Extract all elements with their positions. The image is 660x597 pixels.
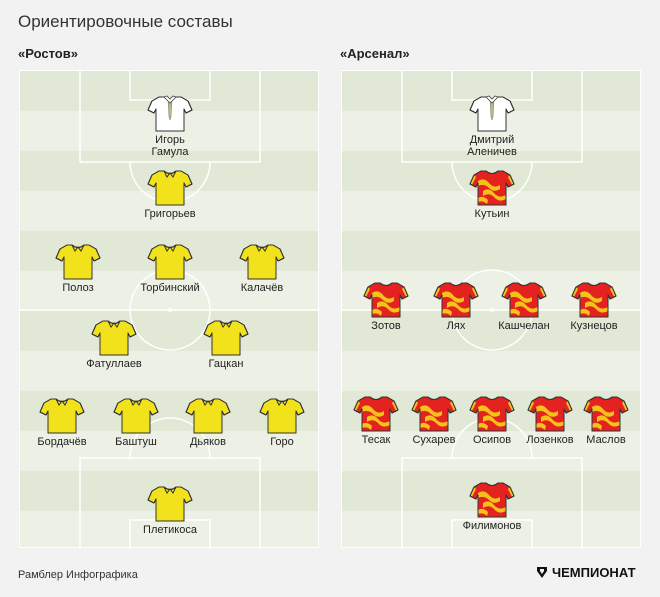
- team-shirt-icon: [500, 395, 600, 433]
- player-arsenal-0: Дмитрий Аленичев: [442, 95, 542, 158]
- player-name: Григорьев: [144, 208, 196, 220]
- player-name: Калачёв: [240, 282, 284, 294]
- referee-shirt-icon: [442, 95, 542, 133]
- team-shirt-icon: [120, 169, 220, 207]
- player-rostov-7: Бордачёв: [12, 397, 112, 448]
- player-name: Дьяков: [189, 436, 227, 448]
- team-shirt-icon: [544, 281, 644, 319]
- player-name: Гацкан: [208, 358, 244, 370]
- footer-brand[interactable]: ЧЕМПИОНАТ: [536, 565, 636, 580]
- team-shirt-icon: [336, 281, 436, 319]
- player-rostov-3: Торбинский: [120, 243, 220, 294]
- team-shirt-icon: [442, 395, 542, 433]
- player-arsenal-1: Кутьин: [442, 169, 542, 220]
- team-shirt-icon: [442, 481, 542, 519]
- team-shirt-icon: [12, 397, 112, 435]
- team-shirt-icon: [326, 395, 426, 433]
- championat-logo-icon: [537, 567, 547, 578]
- player-rostov-2: Полоз: [28, 243, 128, 294]
- player-arsenal-4: Кашчелан: [474, 281, 574, 332]
- player-name: Осипов: [472, 434, 512, 446]
- referee-shirt-icon: [120, 95, 220, 133]
- player-rostov-4: Калачёв: [212, 243, 312, 294]
- player-rostov-0: Игорь Гамула: [120, 95, 220, 158]
- player-arsenal-8: Осипов: [442, 395, 542, 446]
- player-rostov-9: Дьяков: [158, 397, 258, 448]
- pitch-rostov: Игорь Гамула Григорьев Полоз Торбинский Калач…: [19, 70, 320, 549]
- player-name: Плетикоса: [143, 524, 197, 536]
- pitch-arsenal: Дмитрий Аленичев Кутьин Зотов Лях Кашчелан Куз…: [341, 70, 644, 549]
- player-rostov-10: Горо: [232, 397, 332, 448]
- player-arsenal-2: Зотов: [336, 281, 436, 332]
- team-shirt-icon: [556, 395, 656, 433]
- brand-name: ЧЕМПИОНАТ: [552, 565, 636, 580]
- player-name: Игорь Гамула: [151, 134, 189, 158]
- team-shirt-icon: [120, 243, 220, 281]
- team-name-arsenal: «Арсенал»: [340, 46, 410, 61]
- player-name: Бордачёв: [37, 436, 87, 448]
- player-arsenal-10: Маслов: [556, 395, 656, 446]
- team-shirt-icon: [232, 397, 332, 435]
- player-name: Горо: [270, 436, 294, 448]
- team-shirt-icon: [120, 485, 220, 523]
- player-arsenal-11: Филимонов: [442, 481, 542, 532]
- player-name: Филимонов: [462, 520, 522, 532]
- player-name: Кузнецов: [570, 320, 618, 332]
- player-name: Дмитрий Аленичев: [467, 134, 517, 158]
- player-rostov-6: Гацкан: [176, 319, 276, 370]
- player-name: Лях: [446, 320, 466, 332]
- team-shirt-icon: [406, 281, 506, 319]
- player-arsenal-5: Кузнецов: [544, 281, 644, 332]
- player-name: Полоз: [62, 282, 94, 294]
- team-shirt-icon: [64, 319, 164, 357]
- player-arsenal-7: Сухарев: [384, 395, 484, 446]
- player-rostov-11: Плетикоса: [120, 485, 220, 536]
- player-name: Фатуллаев: [86, 358, 142, 370]
- team-shirt-icon: [158, 397, 258, 435]
- player-name: Баштуш: [115, 436, 157, 448]
- team-shirt-icon: [384, 395, 484, 433]
- player-arsenal-6: Тесак: [326, 395, 426, 446]
- player-name: Сухарев: [412, 434, 456, 446]
- player-rostov-8: Баштуш: [86, 397, 186, 448]
- player-name: Тесак: [361, 434, 391, 446]
- player-name: Кашчелан: [498, 320, 550, 332]
- player-arsenal-9: Лозенков: [500, 395, 600, 446]
- team-shirt-icon: [28, 243, 128, 281]
- player-name: Зотов: [371, 320, 401, 332]
- footer-credit: Рамблер Инфографика: [18, 569, 138, 581]
- team-shirt-icon: [86, 397, 186, 435]
- team-shirt-icon: [474, 281, 574, 319]
- team-shirt-icon: [176, 319, 276, 357]
- team-name-rostov: «Ростов»: [18, 46, 78, 61]
- team-shirt-icon: [212, 243, 312, 281]
- team-shirt-icon: [442, 169, 542, 207]
- player-arsenal-3: Лях: [406, 281, 506, 332]
- player-rostov-5: Фатуллаев: [64, 319, 164, 370]
- player-name: Кутьин: [474, 208, 510, 220]
- player-rostov-1: Григорьев: [120, 169, 220, 220]
- player-name: Лозенков: [526, 434, 574, 446]
- player-name: Торбинский: [140, 282, 200, 294]
- pitch-markings: [20, 71, 320, 549]
- page-title: Ориентировочные составы: [18, 12, 233, 31]
- player-name: Маслов: [586, 434, 626, 446]
